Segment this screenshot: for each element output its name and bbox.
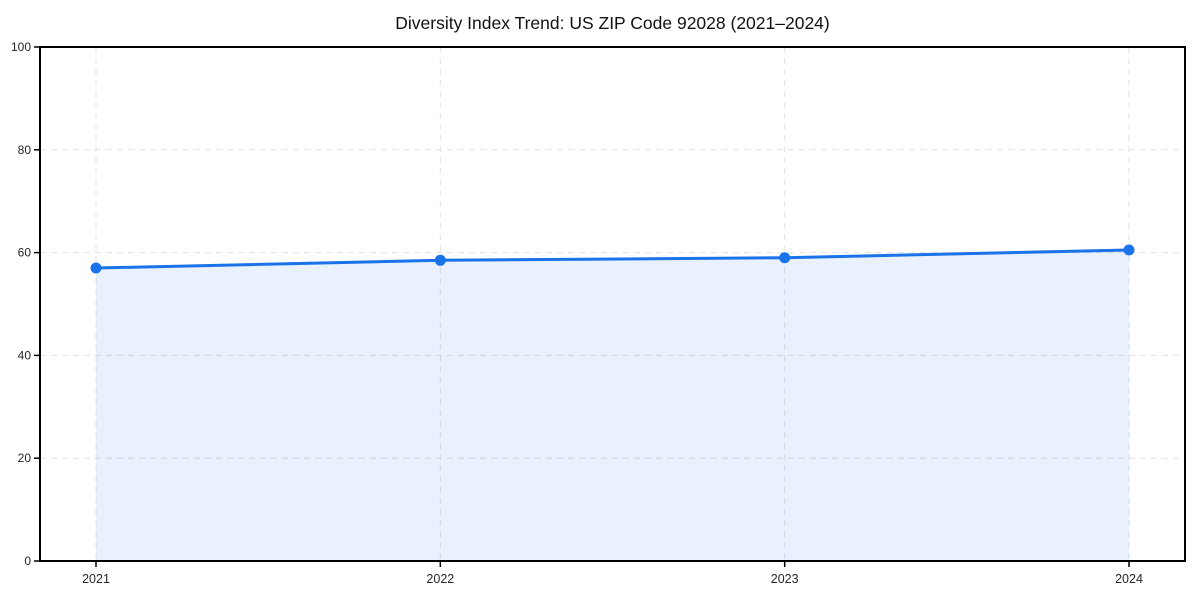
x-tick-label: 2022 <box>426 572 454 586</box>
y-tick-label: 20 <box>18 451 32 465</box>
data-point-marker <box>434 254 446 266</box>
y-tick-label: 40 <box>18 348 32 362</box>
data-point-marker <box>779 252 791 264</box>
x-tick-label: 2023 <box>771 572 799 586</box>
plot-border <box>39 46 1186 562</box>
trend-line <box>94 248 1131 270</box>
y-tick-label: 60 <box>18 246 32 260</box>
data-point-marker <box>90 262 102 274</box>
data-point-marker <box>1123 244 1135 256</box>
y-tick-label: 0 <box>24 554 31 568</box>
y-tick-label: 80 <box>18 143 32 157</box>
x-tick-label: 2021 <box>82 572 110 586</box>
area-fill <box>96 250 1129 561</box>
y-tick-label: 100 <box>11 40 31 54</box>
chart-title: Diversity Index Trend: US ZIP Code 92028… <box>395 13 830 33</box>
x-tick-label: 2024 <box>1115 572 1143 586</box>
